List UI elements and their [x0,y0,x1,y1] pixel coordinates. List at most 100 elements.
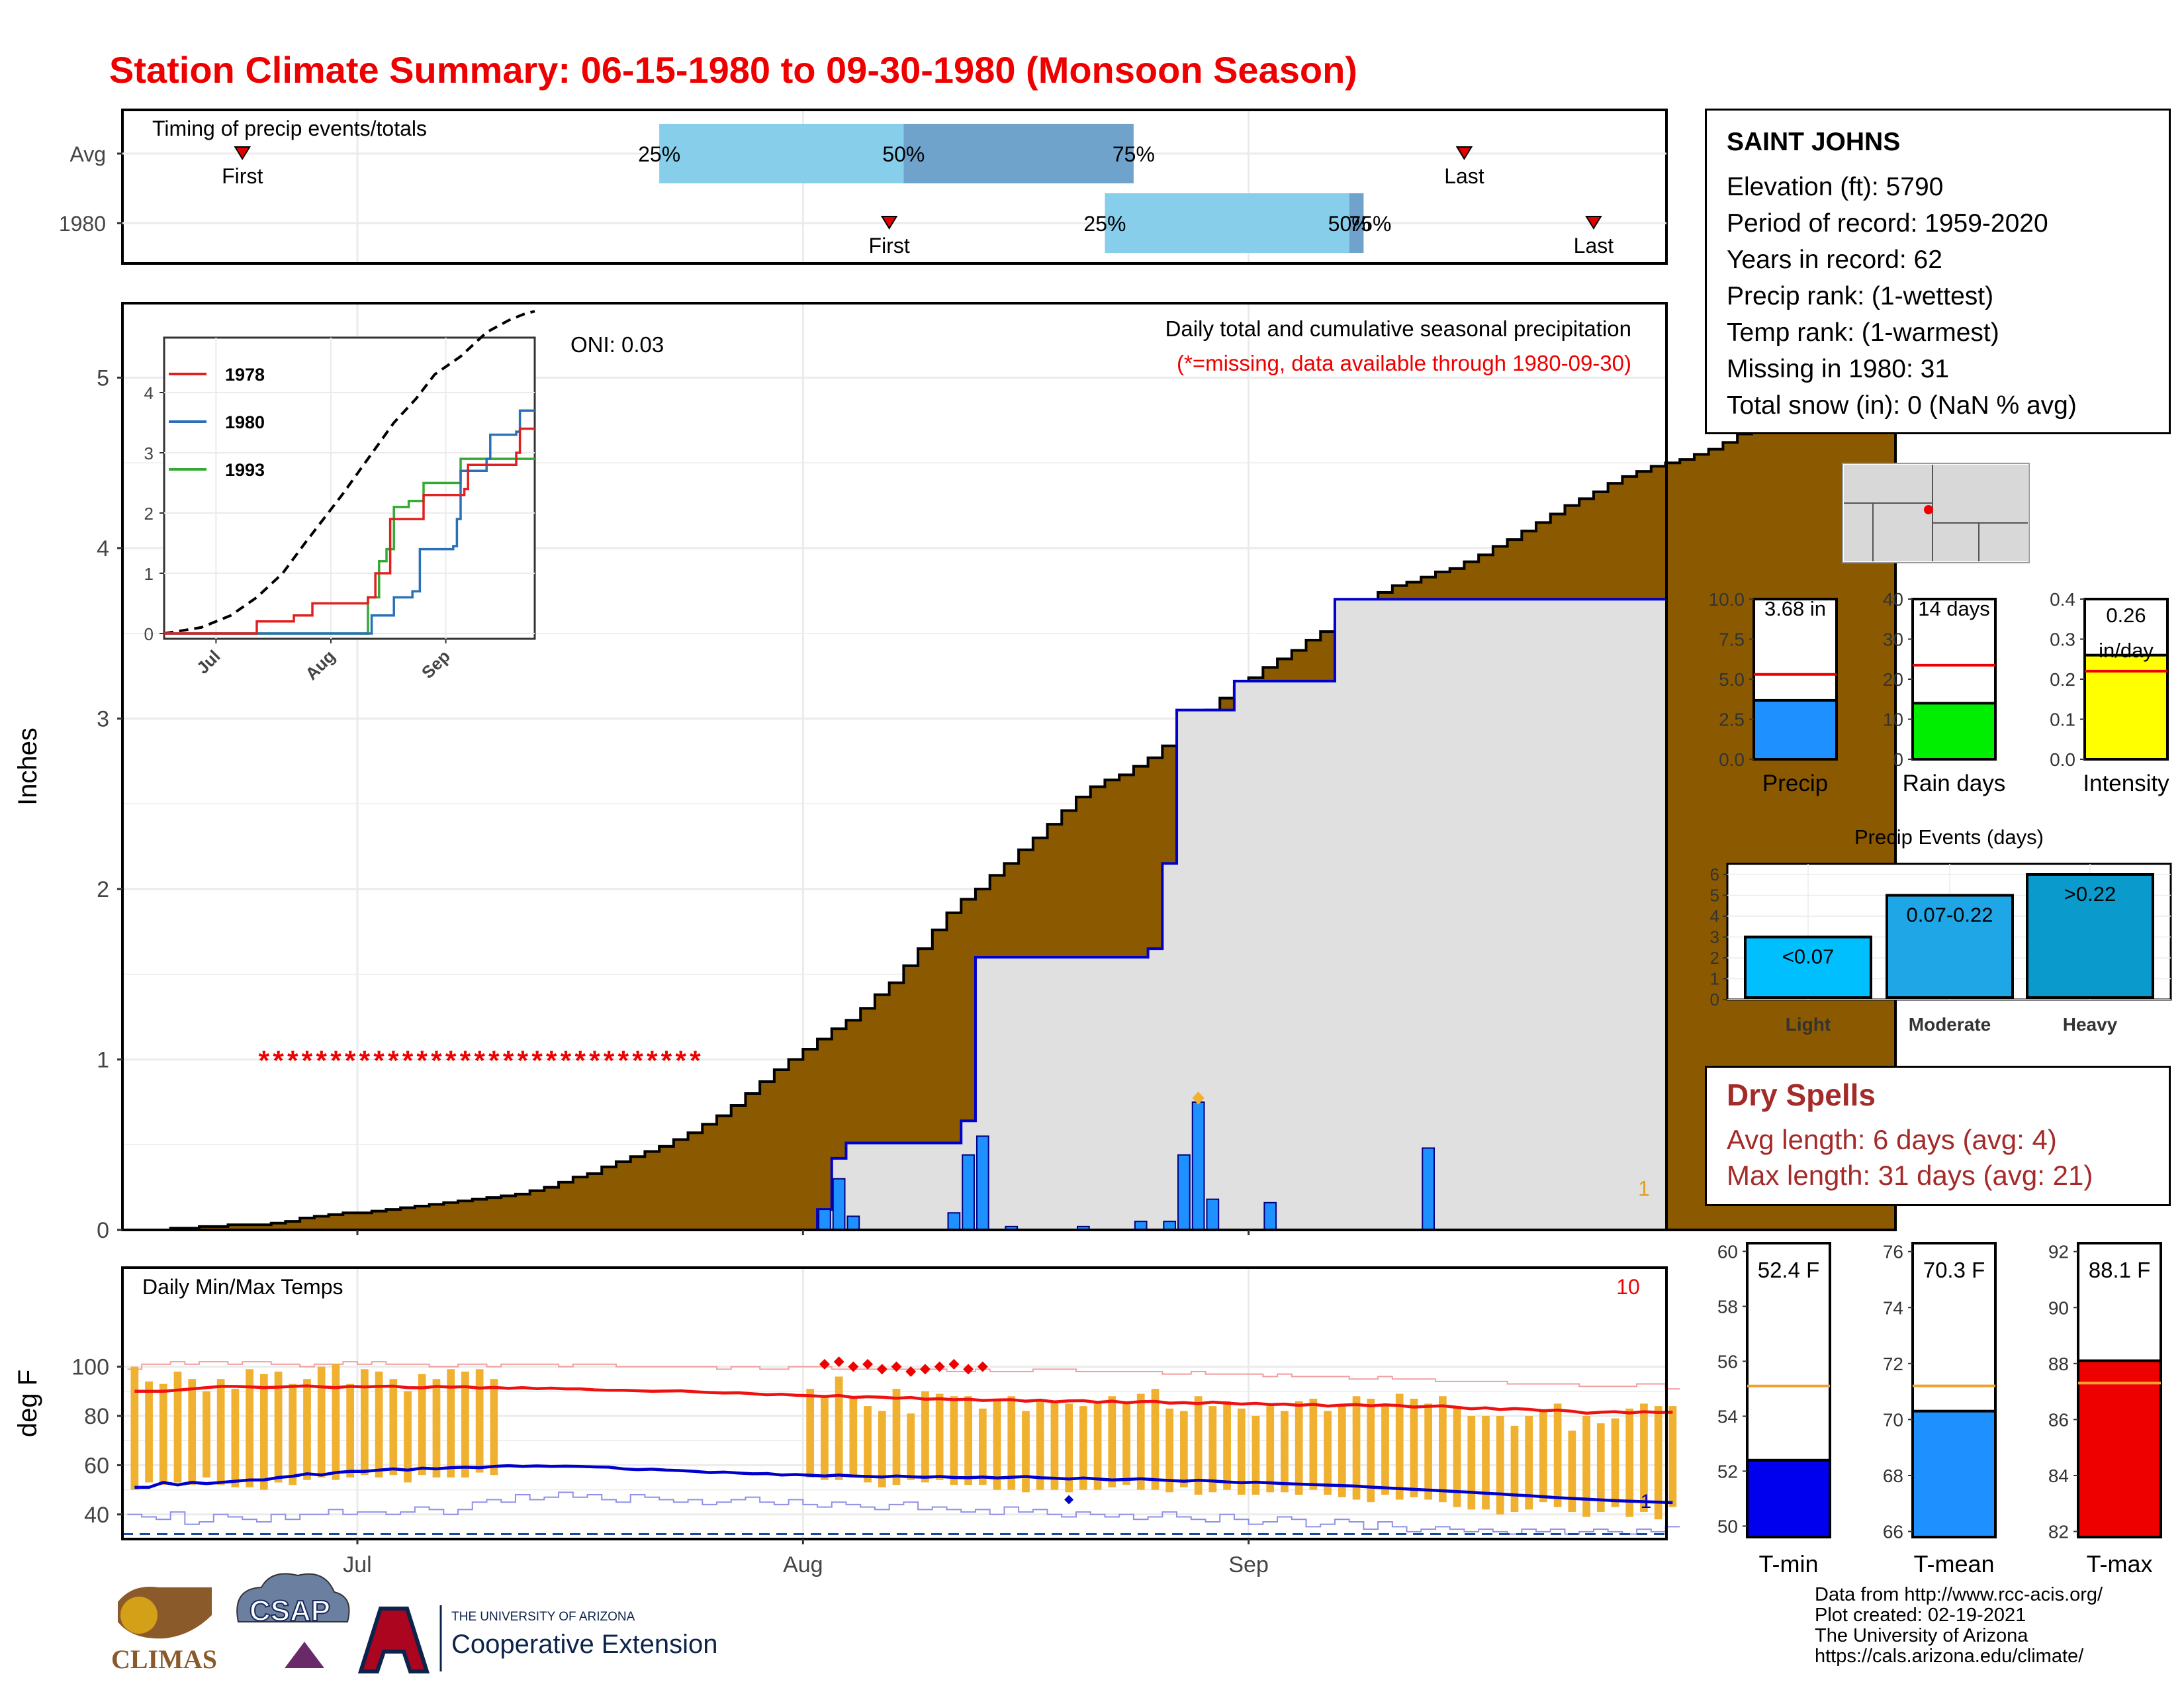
record-high-marker [977,1361,988,1372]
event-label: First [869,234,910,258]
csap-logo-cloud [236,1573,350,1622]
inset-y-tick: 1 [144,564,154,584]
temp-range-bar [404,1391,412,1483]
temp-range-bar [1065,1403,1073,1493]
event-category-label: Heavy [2063,1014,2118,1035]
inset-panel [163,336,536,640]
daily-precip-bar [1191,1101,1205,1231]
temp-range-bar [964,1396,972,1485]
missing-marker: * [632,1045,643,1076]
events-y-tick: 6 [1710,865,1719,884]
temp-bar-y-tick: 84 [2048,1466,2069,1486]
missing-marker: * [676,1045,687,1076]
temp-range-bar [1525,1416,1533,1510]
temp-bar-y-tick: 54 [1717,1406,1738,1427]
avg-max-line [134,1384,1673,1415]
temp-title: Daily Min/Max Temps [142,1275,343,1299]
record-high-marker [934,1361,945,1372]
daily-precip-bar [976,1135,989,1231]
temp-range-bar [1338,1406,1346,1497]
temp-range-bar [1151,1389,1160,1490]
temp-range-bar [216,1379,225,1485]
missing-marker: * [273,1045,284,1076]
temp-bar-y-tick: 52 [1717,1461,1738,1481]
inset-y-tick: 0 [144,624,154,644]
station-line: Precip rank: (1-wettest) [1727,282,1994,310]
y-tick-label: 2 [97,877,109,902]
temp-range-bar [317,1366,326,1477]
y-tick-label: 5 [97,366,109,391]
record-high-marker [948,1358,960,1370]
mini-y-tick: 0.0 [2050,749,2075,770]
temp-range-bar [1324,1411,1332,1495]
q75-label: 75% [1349,212,1391,236]
temp-range-bar [978,1408,987,1485]
temp-range-bar [1410,1398,1418,1497]
max-day-marker [1192,1091,1205,1105]
y-tick-label: 1 [97,1048,109,1073]
mini-y-tick: 2.5 [1719,710,1745,730]
quartile-bar-50-75 [903,124,1134,183]
missing-marker: * [561,1045,572,1076]
temp-range-bar [1295,1401,1303,1495]
temp-bar-y-tick: 66 [1883,1522,1903,1542]
record-high-line [127,1361,1680,1390]
temp-range-bar [1568,1430,1576,1513]
temp-range-bar [1093,1401,1102,1490]
missing-marker: * [287,1045,298,1076]
temp-bar-y-tick: 56 [1717,1351,1738,1372]
temp-bar-y-tick: 88 [2048,1354,2069,1374]
event-bar [1744,935,1872,999]
missing-marker: * [661,1045,672,1076]
temp-bar-label: T-mean [1913,1550,1994,1577]
mini-value-label: 3.68 in [1764,597,1826,620]
daily-precip-bar [1263,1201,1277,1231]
temp-bar-value-label: 52.4 F [1758,1258,1820,1282]
count-label: 1 [1638,1177,1650,1201]
temp-range-bar [203,1391,210,1477]
daily-precip-bar [962,1154,975,1231]
temp-range-bar [892,1389,901,1485]
missing-marker: * [546,1045,557,1076]
temp-bar-y-tick: 70 [1883,1409,1903,1430]
mini-chart-bar [1911,702,1997,761]
missing-marker: * [259,1045,270,1076]
temp-range-bar [1194,1396,1203,1495]
dry-spells-box: Dry Spells Avg length: 6 days (avg: 4) M… [1705,1066,2171,1206]
event-label: Last [1574,234,1614,258]
temp-bar-y-tick: 74 [1883,1297,1903,1318]
temp-range-bar [475,1369,484,1473]
mini-y-tick: 10.0 [1709,589,1745,610]
temp-bar-value-label: 88.1 F [2089,1258,2151,1282]
missing-marker: * [647,1045,658,1076]
temp-range-bar [259,1374,268,1490]
event-value-label: <0.07 [1782,945,1834,968]
temp-range-bar [1007,1396,1016,1490]
events-y-tick: 2 [1710,948,1719,968]
temp-bar-y-tick: 60 [1717,1241,1738,1262]
legend-label: 1978 [225,365,265,385]
climas-logo-text: CLIMAS [111,1644,217,1674]
temp-bar-y-tick: 50 [1717,1516,1738,1536]
record-high-marker [876,1364,887,1375]
x-tick-label: Jul [343,1552,371,1577]
q50-label: 50% [882,142,925,166]
mini-value-label: in/day [2099,639,2154,662]
events-y-tick: 5 [1710,886,1719,906]
mini-chart-label: Intensity [2083,771,2169,796]
missing-marker: * [316,1045,328,1076]
missing-marker: * [359,1045,371,1076]
temp-range-bar [1510,1425,1519,1513]
missing-marker: * [431,1045,442,1076]
ua-name: THE UNIVERSITY OF ARIZONA [451,1610,635,1624]
daily-precip-bar [947,1212,961,1231]
temp-y-axis-title: deg F [13,1370,42,1437]
mini-value-label: 14 days [1918,597,1990,620]
mini-y-tick: 10 [1883,710,1903,730]
temp-range-bar [907,1413,915,1480]
temp-bar-y-tick: 86 [2048,1409,2069,1430]
temp-range-bar [1036,1401,1044,1490]
quartile-bar-25-50 [1105,193,1349,253]
temp-range-bar [1208,1406,1217,1493]
